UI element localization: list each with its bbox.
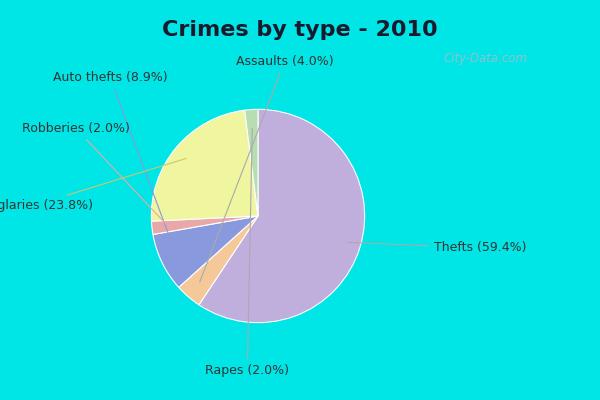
Text: Crimes by type - 2010: Crimes by type - 2010	[162, 20, 438, 40]
Text: Rapes (2.0%): Rapes (2.0%)	[205, 128, 289, 377]
Wedge shape	[151, 216, 258, 234]
Text: Assaults (4.0%): Assaults (4.0%)	[200, 55, 334, 282]
Text: Burglaries (23.8%): Burglaries (23.8%)	[0, 158, 186, 212]
Text: City-Data.com: City-Data.com	[444, 52, 528, 65]
Text: Thefts (59.4%): Thefts (59.4%)	[347, 242, 527, 254]
Wedge shape	[245, 109, 258, 216]
Wedge shape	[199, 109, 365, 323]
Wedge shape	[153, 216, 258, 287]
Text: Robberies (2.0%): Robberies (2.0%)	[22, 122, 166, 224]
Wedge shape	[179, 216, 258, 305]
Wedge shape	[151, 110, 258, 221]
Text: Auto thefts (8.9%): Auto thefts (8.9%)	[53, 71, 176, 253]
